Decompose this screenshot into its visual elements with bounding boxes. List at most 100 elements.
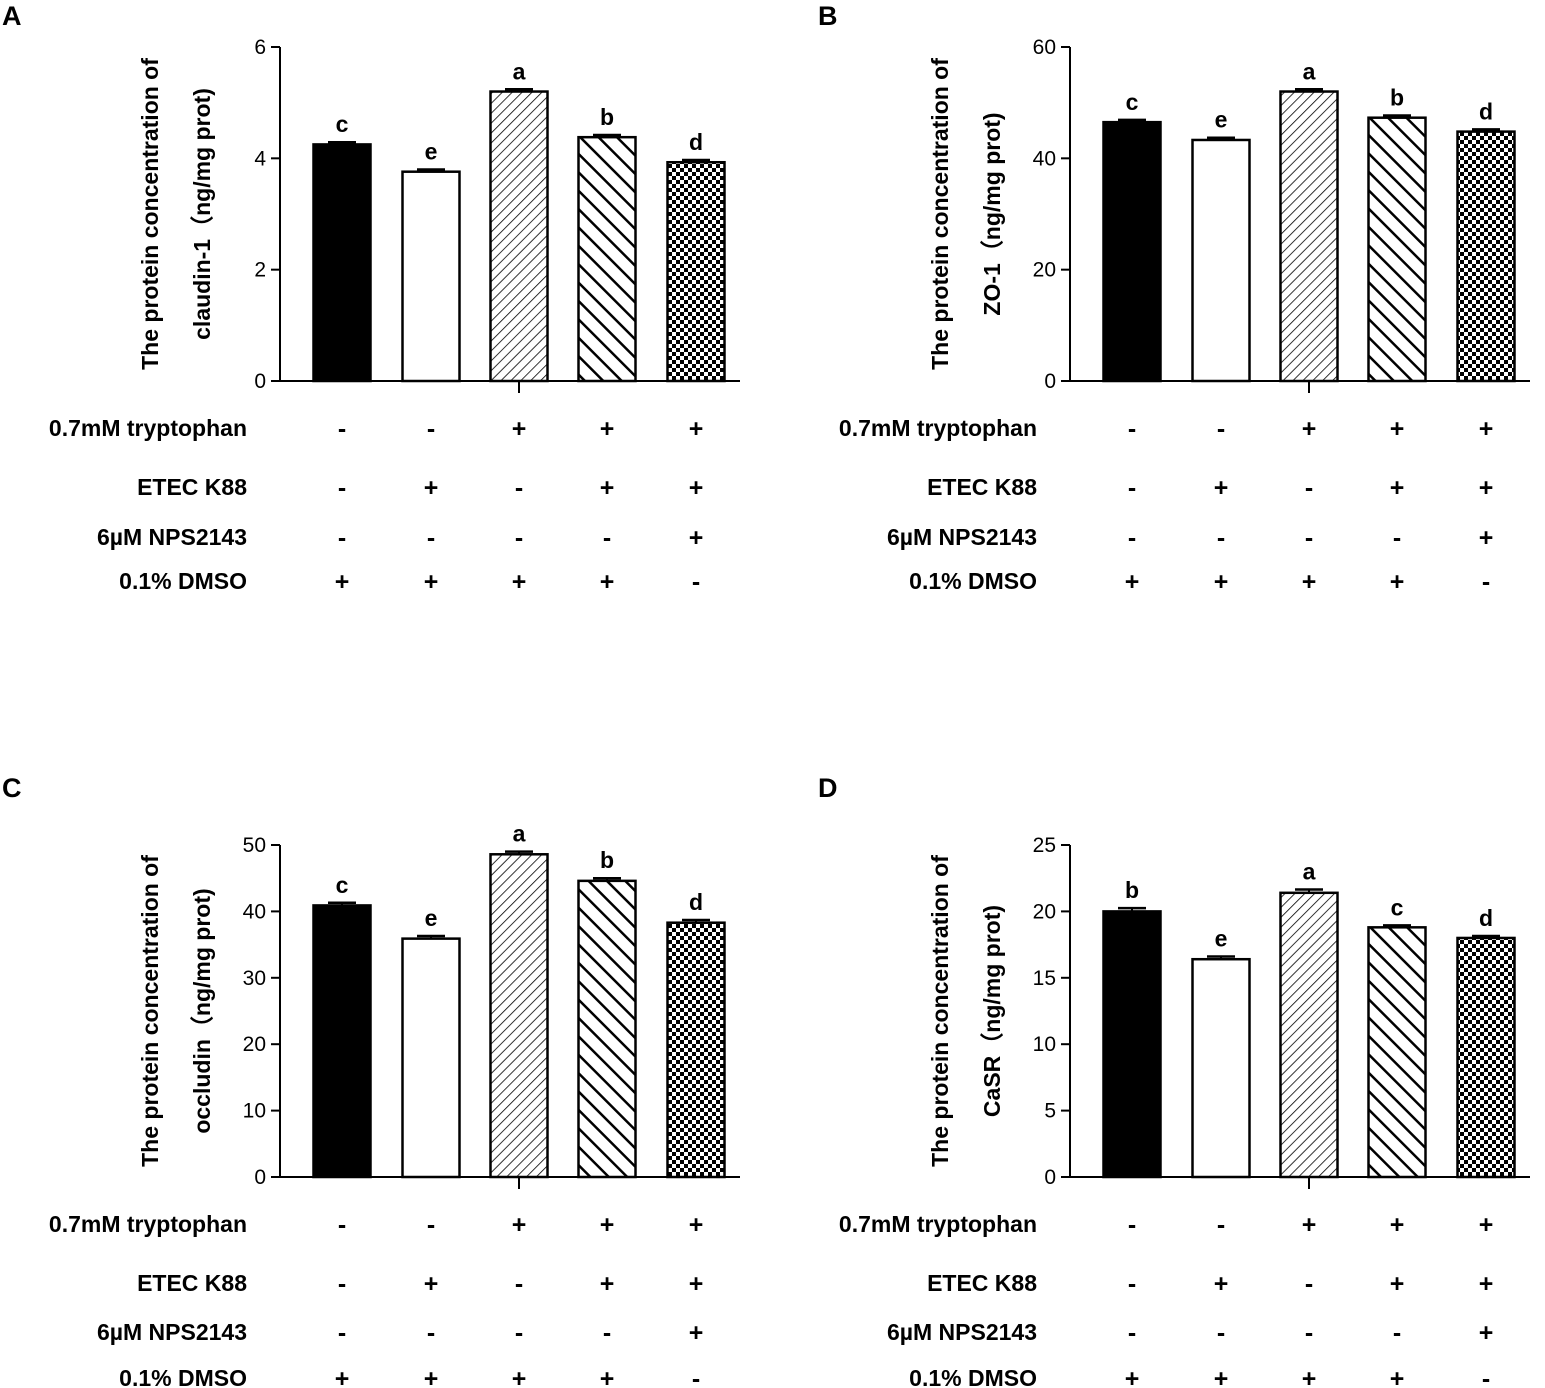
y-tick-label: 15 — [1033, 967, 1056, 990]
condition-sign: + — [689, 474, 704, 502]
bar-1 — [312, 904, 372, 1179]
condition-sign: - — [1305, 524, 1313, 552]
condition-sign: + — [1302, 1211, 1317, 1239]
y-axis-label-line2: occludin（ng/mg prot) — [189, 888, 215, 1133]
condition-sign: - — [1217, 1211, 1225, 1239]
condition-sign: - — [515, 474, 523, 502]
significance-letter: b — [600, 847, 614, 873]
significance-letter: a — [1303, 858, 1316, 884]
condition-sign: - — [603, 524, 611, 552]
condition-sign: - — [1128, 1211, 1136, 1239]
condition-sign: + — [1479, 524, 1494, 552]
condition-sign: - — [1305, 1270, 1313, 1298]
condition-sign: + — [600, 415, 615, 443]
significance-letter: b — [1390, 84, 1404, 110]
condition-sign: - — [1305, 1319, 1313, 1347]
condition-sign: + — [1214, 1270, 1229, 1298]
y-tick-label: 40 — [243, 900, 266, 923]
y-tick-label: 10 — [243, 1100, 266, 1123]
condition-sign: + — [512, 568, 527, 596]
condition-label: ETEC K88 — [137, 474, 247, 500]
condition-sign: - — [1393, 1319, 1401, 1347]
condition-sign: - — [427, 524, 435, 552]
bar-5 — [666, 160, 726, 383]
y-tick-label: 25 — [1033, 834, 1056, 857]
condition-sign: + — [1479, 415, 1494, 443]
condition-sign: - — [1393, 524, 1401, 552]
condition-sign: + — [1479, 474, 1494, 502]
condition-sign: + — [689, 524, 704, 552]
significance-letter: c — [336, 872, 349, 898]
condition-sign: - — [1305, 474, 1313, 502]
bar-2 — [401, 937, 461, 1179]
panel-C: C The protein concentration of occludin（ng… — [2, 773, 740, 1388]
condition-sign: - — [1482, 568, 1490, 596]
condition-sign: - — [427, 1319, 435, 1347]
condition-sign: + — [512, 1211, 527, 1239]
condition-sign: + — [1390, 1270, 1405, 1298]
condition-sign: - — [692, 1365, 700, 1388]
significance-letter: d — [689, 129, 703, 155]
y-axis-label-line2: ZO-1（ng/mg prot) — [979, 112, 1005, 315]
y-tick-label: 0 — [1044, 1166, 1056, 1189]
condition-label: 6µM NPS2143 — [887, 1319, 1037, 1345]
significance-letter: e — [1215, 926, 1228, 952]
y-tick-label: 30 — [243, 967, 266, 990]
condition-sign: + — [600, 1365, 615, 1388]
condition-sign: - — [338, 1211, 346, 1239]
y-tick-label: 60 — [1033, 36, 1056, 59]
y-tick-label: 40 — [1033, 147, 1056, 170]
condition-sign: + — [600, 1270, 615, 1298]
y-tick-label: 2 — [254, 259, 266, 282]
bar-5 — [666, 921, 726, 1179]
significance-letter: e — [425, 138, 438, 164]
condition-sign: + — [689, 1211, 704, 1239]
condition-sign: + — [1390, 415, 1405, 443]
bar-5 — [1456, 130, 1516, 383]
condition-sign: - — [1128, 474, 1136, 502]
significance-letter: a — [1303, 58, 1316, 84]
condition-sign: + — [1125, 568, 1140, 596]
significance-letter: d — [689, 889, 703, 915]
bar-2 — [1191, 138, 1251, 383]
condition-sign: - — [1217, 1319, 1225, 1347]
condition-sign: + — [512, 415, 527, 443]
significance-letter: e — [425, 905, 438, 931]
condition-sign: + — [689, 1319, 704, 1347]
bar-4 — [1367, 926, 1427, 1179]
condition-sign: + — [1390, 474, 1405, 502]
y-tick-label: 6 — [254, 36, 266, 59]
bar-1 — [1102, 910, 1162, 1179]
y-tick-label: 0 — [254, 1166, 266, 1189]
condition-sign: - — [338, 415, 346, 443]
significance-letter: a — [513, 58, 526, 84]
condition-sign: - — [1217, 415, 1225, 443]
condition-sign: - — [1217, 524, 1225, 552]
bar-3 — [489, 90, 549, 383]
condition-label: 0.1% DMSO — [909, 568, 1037, 594]
condition-sign: + — [1125, 1365, 1140, 1388]
bar-1 — [312, 143, 372, 383]
condition-sign: + — [600, 1211, 615, 1239]
condition-label: 0.7mM tryptophan — [49, 1211, 247, 1237]
condition-sign: - — [1128, 1319, 1136, 1347]
panel-A: A The protein concentration of claudin-1（n… — [2, 1, 740, 596]
y-axis-label-line2: CaSR（ng/mg prot) — [979, 905, 1005, 1117]
condition-label: ETEC K88 — [137, 1270, 247, 1296]
significance-letter: d — [1479, 905, 1493, 931]
y-tick-label: 10 — [1033, 1033, 1056, 1056]
condition-sign: - — [427, 415, 435, 443]
condition-label: 0.1% DMSO — [119, 568, 247, 594]
condition-sign: + — [1302, 1365, 1317, 1388]
bar-2 — [1191, 957, 1251, 1179]
condition-sign: + — [1302, 415, 1317, 443]
condition-sign: + — [424, 1270, 439, 1298]
condition-sign: - — [1128, 1270, 1136, 1298]
y-tick-label: 5 — [1044, 1100, 1056, 1123]
y-axis-label-line1: The protein concentration of — [137, 58, 163, 370]
condition-sign: - — [338, 1319, 346, 1347]
condition-sign: - — [338, 524, 346, 552]
y-tick-label: 4 — [254, 147, 266, 170]
condition-sign: - — [515, 524, 523, 552]
bar-4 — [1367, 116, 1427, 383]
